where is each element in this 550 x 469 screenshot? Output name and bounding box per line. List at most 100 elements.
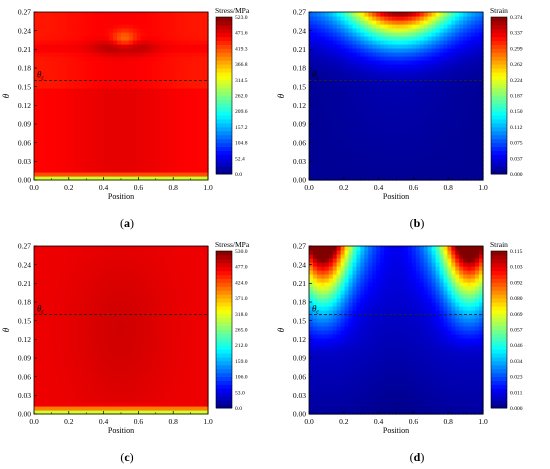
heatmap-cell <box>459 56 464 61</box>
heatmap-cell <box>34 48 39 53</box>
heatmap-cell <box>73 76 79 81</box>
heatmap-cell <box>336 124 342 129</box>
heatmap-cell <box>121 136 126 141</box>
heatmap-cell <box>356 168 361 173</box>
colorbar-segment <box>216 83 232 89</box>
heatmap-cell <box>101 48 106 53</box>
heatmap-cell <box>144 136 150 141</box>
heatmap-cell <box>132 28 138 33</box>
heatmap-cell <box>121 294 126 299</box>
heatmap-cell <box>93 258 98 263</box>
heatmap-cell <box>471 104 476 109</box>
heatmap-cell <box>475 72 480 77</box>
heatmap-cell <box>89 92 94 97</box>
heatmap-cell <box>196 92 201 97</box>
heatmap-cell <box>101 270 106 275</box>
heatmap-cell <box>364 116 369 121</box>
heatmap-cell <box>77 274 83 279</box>
heatmap-cell <box>89 338 94 343</box>
heatmap-cell <box>320 128 326 133</box>
heatmap-cell <box>180 20 185 25</box>
heatmap-cell <box>200 148 205 153</box>
heatmap-cell <box>113 168 118 173</box>
heatmap-cell <box>97 322 102 327</box>
heatmap-cell <box>109 76 114 81</box>
heatmap-cell <box>57 398 63 403</box>
heatmap-cell <box>340 128 346 133</box>
heatmap-cell <box>200 68 205 73</box>
heatmap-cell <box>332 68 338 73</box>
heatmap-cell <box>415 116 421 121</box>
colorbar-segment <box>216 24 232 30</box>
heatmap-cell <box>37 96 43 101</box>
heatmap-cell <box>360 24 365 29</box>
heatmap-cell <box>172 140 177 145</box>
heatmap-cell <box>415 156 421 161</box>
heatmap-cell <box>356 124 361 129</box>
heatmap-cell <box>34 20 39 25</box>
heatmap-cell <box>372 116 377 121</box>
heatmap-cell <box>152 100 158 105</box>
heatmap-cell <box>459 136 464 141</box>
heatmap-cell <box>356 76 361 81</box>
heatmap-cell <box>447 32 452 37</box>
heatmap-cell <box>340 152 346 157</box>
heatmap-cell <box>140 80 146 85</box>
heatmap-cell <box>65 140 71 145</box>
heatmap-cell <box>81 20 86 25</box>
heatmap-cell <box>69 116 75 121</box>
heatmap-cell <box>431 32 437 37</box>
heatmap-cell <box>105 100 110 105</box>
heatmap-cell <box>364 28 369 33</box>
heatmap-cell <box>53 76 59 81</box>
heatmap-cell <box>97 116 102 121</box>
heatmap-cell <box>37 156 43 161</box>
heatmap-cell <box>184 112 189 117</box>
heatmap-cell <box>184 60 189 65</box>
heatmap-cell <box>61 362 67 367</box>
heatmap-cell <box>160 28 166 33</box>
heatmap-cell <box>423 84 429 89</box>
heatmap-cell <box>332 56 338 61</box>
heatmap-cell <box>148 136 154 141</box>
heatmap-cell <box>93 354 98 359</box>
heatmap-cell <box>49 168 55 173</box>
heatmap-cell <box>85 72 90 77</box>
y-tick-label: 0.27 <box>18 8 31 17</box>
heatmap-cell <box>121 52 126 57</box>
heatmap-cell <box>89 342 94 347</box>
heatmap-cell <box>85 410 90 415</box>
heatmap-cell <box>45 12 51 17</box>
heatmap-cell <box>164 76 170 81</box>
heatmap-cell <box>140 100 146 105</box>
heatmap-cell <box>69 350 75 355</box>
heatmap-cell <box>61 386 67 391</box>
heatmap-cell <box>73 262 79 267</box>
heatmap-cell <box>121 56 126 61</box>
colorbar-segment <box>491 52 507 57</box>
heatmap-cell <box>435 164 441 169</box>
heatmap-cell <box>109 330 114 335</box>
heatmap-cell <box>128 338 134 343</box>
heatmap-cell <box>399 172 405 177</box>
heatmap-cell <box>399 72 405 77</box>
heatmap-cell <box>61 262 67 267</box>
heatmap-cell <box>392 152 397 157</box>
heatmap-cell <box>320 40 326 45</box>
heatmap-cell <box>113 132 118 137</box>
heatmap-cell <box>85 76 90 81</box>
heatmap-cell <box>37 28 43 33</box>
heatmap-cell <box>328 128 334 133</box>
heatmap-cell <box>443 16 448 21</box>
heatmap-cell <box>172 76 177 81</box>
heatmap-cell <box>368 20 373 25</box>
heatmap-cell <box>97 100 102 105</box>
heatmap-cell <box>41 366 47 371</box>
heatmap-cell <box>37 374 43 379</box>
heatmap-cell <box>439 60 445 65</box>
heatmap-cell <box>309 48 314 53</box>
heatmap-cell <box>152 76 158 81</box>
heatmap-cell <box>45 270 51 275</box>
heatmap-cell <box>160 84 166 89</box>
heatmap-cell <box>65 342 71 347</box>
